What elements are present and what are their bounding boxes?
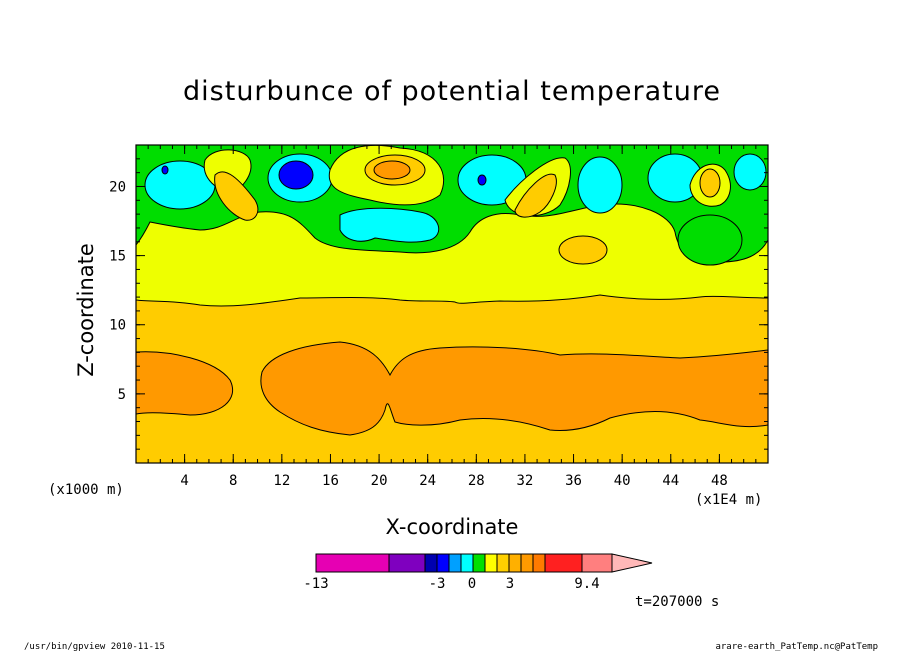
colorbar-segment [388, 553, 426, 573]
y-tick-label: 10 [109, 318, 126, 334]
blob-cyan-7 [733, 153, 767, 191]
y-tick-label: 5 [118, 387, 126, 403]
x-tick-label: 32 [516, 473, 533, 489]
colorbar-label: 0 [468, 576, 476, 592]
x-axis-label: X-coordinate [385, 515, 519, 539]
blob-blue-3 [477, 174, 487, 186]
x-tick-label: 28 [468, 473, 485, 489]
blob-cyan-5 [577, 156, 623, 214]
x-tick-label: 12 [273, 473, 290, 489]
footer-left: /usr/bin/gpview 2010-11-15 [24, 642, 165, 652]
blob-gold-5 [558, 235, 608, 265]
plot-area [136, 145, 768, 463]
x-tick-label: 44 [662, 473, 679, 489]
y-tick-label: 15 [109, 249, 126, 265]
y-tick-label: 20 [109, 179, 126, 195]
band-orange-2 [260, 341, 768, 436]
colorbar-segment [448, 553, 462, 573]
colorbar-label: -3 [429, 576, 446, 592]
blob-gold-3 [514, 173, 557, 218]
colorbar-segment [532, 553, 546, 573]
colorbar-label: 3 [506, 576, 514, 592]
colorbar-segment [508, 553, 522, 573]
colorbar-segment [315, 553, 390, 573]
colorbar: -13 -3 0 3 9.4 [303, 553, 653, 592]
x-tick-label: 8 [229, 473, 237, 489]
blob-blue-2 [161, 165, 169, 175]
footer-right: arare-earth_PatTemp.nc@PatTemp [715, 642, 878, 652]
colorbar-segment [460, 553, 474, 573]
x-tick-label: 36 [565, 473, 582, 489]
colorbar-segment [436, 553, 450, 573]
x-tick-label: 48 [711, 473, 728, 489]
x-tick-label: 24 [419, 473, 436, 489]
colorbar-arrow [611, 553, 653, 573]
x-tick-label: 20 [371, 473, 388, 489]
time-label: t=207000 s [635, 594, 720, 610]
x-tick-label: 4 [180, 473, 188, 489]
chart-title: disturbunce of potential temperature [183, 76, 721, 107]
colorbar-segment [424, 553, 438, 573]
blob-green-right [677, 214, 743, 266]
x-unit-left: (x1000 m) [48, 482, 124, 498]
colorbar-label: 9.4 [574, 576, 599, 592]
colorbar-segment [544, 553, 583, 573]
x-unit-right: (x1E4 m) [695, 492, 763, 508]
x-tick-label: 16 [322, 473, 339, 489]
colorbar-segment [472, 553, 486, 573]
colorbar-segment [520, 553, 534, 573]
blob-gold-1 [214, 171, 259, 221]
blob-cyan-3 [339, 207, 440, 243]
colorbar-segment [484, 553, 498, 573]
colorbar-segment [496, 553, 510, 573]
colorbar-label: -13 [303, 576, 328, 592]
band-orange [136, 351, 233, 416]
blob-gold-4 [699, 168, 721, 198]
colorbar-segment [581, 553, 613, 573]
x-tick-label: 40 [614, 473, 631, 489]
blob-blue-1 [278, 160, 314, 190]
blob-orange-core [373, 160, 411, 180]
